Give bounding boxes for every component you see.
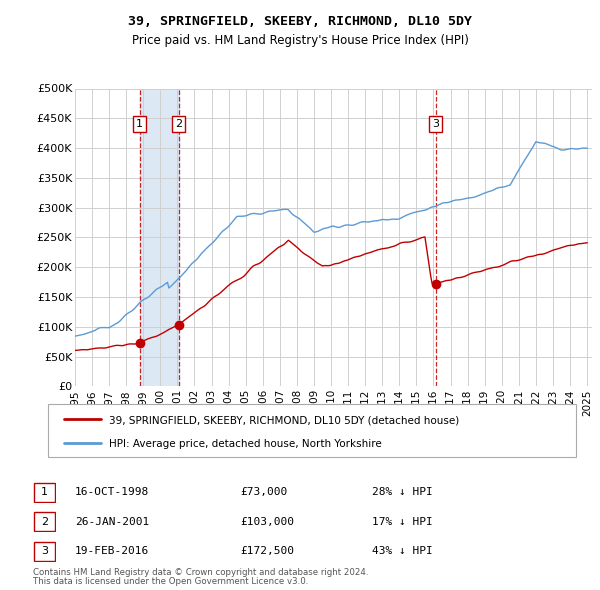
FancyBboxPatch shape: [34, 542, 55, 560]
Text: £103,000: £103,000: [240, 517, 294, 526]
Text: 17% ↓ HPI: 17% ↓ HPI: [372, 517, 433, 526]
FancyBboxPatch shape: [48, 404, 576, 457]
Text: 43% ↓ HPI: 43% ↓ HPI: [372, 546, 433, 556]
Text: This data is licensed under the Open Government Licence v3.0.: This data is licensed under the Open Gov…: [33, 578, 308, 586]
Text: 19-FEB-2016: 19-FEB-2016: [75, 546, 149, 556]
Text: 2: 2: [41, 517, 48, 526]
Text: 26-JAN-2001: 26-JAN-2001: [75, 517, 149, 526]
Text: 16-OCT-1998: 16-OCT-1998: [75, 487, 149, 497]
Text: Contains HM Land Registry data © Crown copyright and database right 2024.: Contains HM Land Registry data © Crown c…: [33, 568, 368, 577]
Text: 1: 1: [136, 119, 143, 129]
Text: £73,000: £73,000: [240, 487, 287, 497]
Text: 28% ↓ HPI: 28% ↓ HPI: [372, 487, 433, 497]
Text: 1: 1: [41, 487, 48, 497]
FancyBboxPatch shape: [34, 483, 55, 501]
Bar: [140, 88, 179, 386]
Text: HPI: Average price, detached house, North Yorkshire: HPI: Average price, detached house, Nort…: [109, 439, 382, 449]
Text: £172,500: £172,500: [240, 546, 294, 556]
FancyBboxPatch shape: [34, 512, 55, 531]
Text: 3: 3: [41, 546, 48, 556]
Text: 39, SPRINGFIELD, SKEEBY, RICHMOND, DL10 5DY: 39, SPRINGFIELD, SKEEBY, RICHMOND, DL10 …: [128, 15, 472, 28]
Text: 3: 3: [432, 119, 439, 129]
Text: Price paid vs. HM Land Registry's House Price Index (HPI): Price paid vs. HM Land Registry's House …: [131, 34, 469, 47]
Text: 2: 2: [175, 119, 182, 129]
Text: 39, SPRINGFIELD, SKEEBY, RICHMOND, DL10 5DY (detached house): 39, SPRINGFIELD, SKEEBY, RICHMOND, DL10 …: [109, 415, 459, 425]
